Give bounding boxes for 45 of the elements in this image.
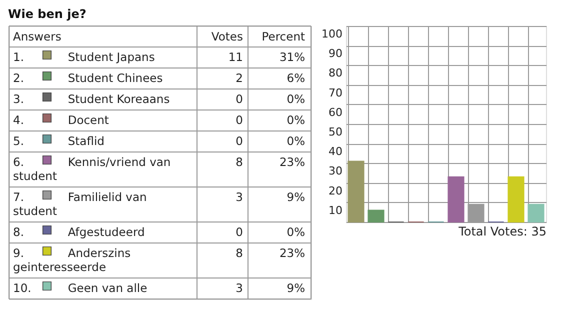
text: Votes (211, 30, 243, 44)
category-label: 5. Staflid (13, 134, 104, 148)
category-label: 7. Familielid van student (13, 190, 147, 218)
data-label: 0% (286, 92, 306, 106)
category-label: 8. Afgestudeerd (13, 225, 145, 239)
y-tick-label: 70 (328, 86, 342, 100)
category-label: 6. Kennis/vriend van student (13, 155, 171, 183)
data-label: 0% (286, 113, 306, 127)
data-label: 8 (236, 155, 243, 169)
y-tick-label: 100 (322, 28, 342, 40)
data-label: 11 (228, 50, 243, 64)
category-label: 3. Student Koreaans (13, 92, 170, 106)
data-label: 3 (236, 281, 243, 295)
text: Wie ben je? (8, 7, 86, 21)
data-label: 0% (286, 134, 306, 148)
data-label: 2 (236, 71, 243, 85)
category-label: 9. Anderszins geinteresseerde (13, 246, 131, 274)
data-label: 9% (286, 281, 306, 295)
y-tick-label: 50 (328, 126, 342, 138)
y-tick-label: 10 (328, 204, 342, 217)
data-label: 23% (279, 155, 306, 169)
text: Answers (13, 30, 62, 44)
category-label: 2. Student Chinees (13, 71, 163, 85)
data-label: 0 (236, 134, 243, 148)
y-tick-label: 60 (328, 106, 342, 119)
data-label: 23% (279, 246, 306, 260)
data-label: 3 (236, 190, 243, 204)
data-label: 0 (236, 113, 243, 127)
category-label: 1. Student Japans (13, 50, 155, 64)
y-tick-label: 90 (328, 47, 342, 60)
y-tick-label: 80 (328, 66, 342, 80)
data-label: 6% (286, 71, 306, 85)
category-label: 10. Geen van alle (13, 281, 148, 295)
y-tick-label: 30 (328, 164, 342, 178)
category-label: 4. Docent (13, 113, 110, 127)
data-label: 0 (236, 225, 243, 239)
text: Total Votes: 35 (458, 224, 546, 238)
y-tick-label: 20 (328, 184, 342, 198)
text: Percent (262, 30, 306, 44)
y-tick-label: 40 (328, 145, 342, 158)
data-label: 0% (286, 225, 306, 239)
data-label: 9% (286, 190, 306, 204)
data-label: 8 (236, 246, 243, 260)
data-label: 0 (236, 92, 243, 106)
data-label: 31% (279, 50, 306, 64)
